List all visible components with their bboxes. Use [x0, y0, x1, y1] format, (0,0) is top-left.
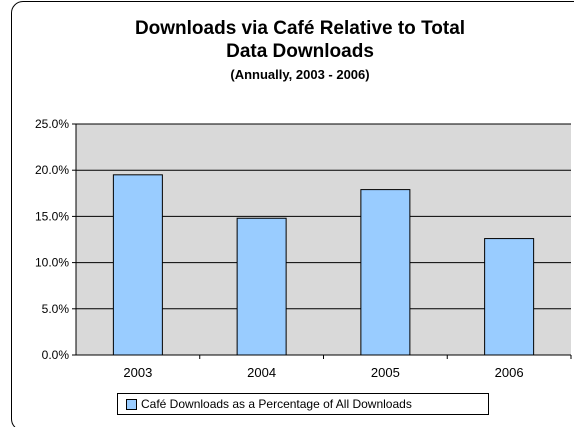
legend-swatch	[126, 398, 137, 410]
chart-title-line-1: Downloads via Café Relative to Total	[134, 18, 466, 39]
bar-2005	[360, 189, 411, 356]
chart-title: Downloads via Café Relative to Total Dat…	[80, 17, 520, 63]
legend-label: Café Downloads as a Percentage of All Do…	[141, 397, 412, 411]
chart-legend: Café Downloads as a Percentage of All Do…	[117, 393, 489, 415]
x-tick-label: 2003	[123, 365, 152, 380]
bar-2004	[236, 217, 287, 356]
x-tick-label: 2006	[495, 365, 524, 380]
chart-title-line-2: Data Downloads	[226, 41, 374, 62]
y-tick-label: 25.0%	[35, 117, 69, 131]
bar-2006	[484, 238, 535, 356]
chart-subtitle: (Annually, 2003 - 2006)	[230, 67, 370, 82]
x-tick-label: 2005	[371, 365, 400, 380]
y-tick-label: 20.0%	[35, 163, 69, 177]
y-tick-label: 5.0%	[42, 302, 70, 316]
x-tick-label: 2004	[247, 365, 276, 380]
y-tick-label: 15.0%	[35, 209, 69, 223]
y-tick-label: 0.0%	[42, 348, 70, 362]
bar-2003	[112, 174, 163, 356]
y-tick-label: 10.0%	[35, 256, 69, 270]
